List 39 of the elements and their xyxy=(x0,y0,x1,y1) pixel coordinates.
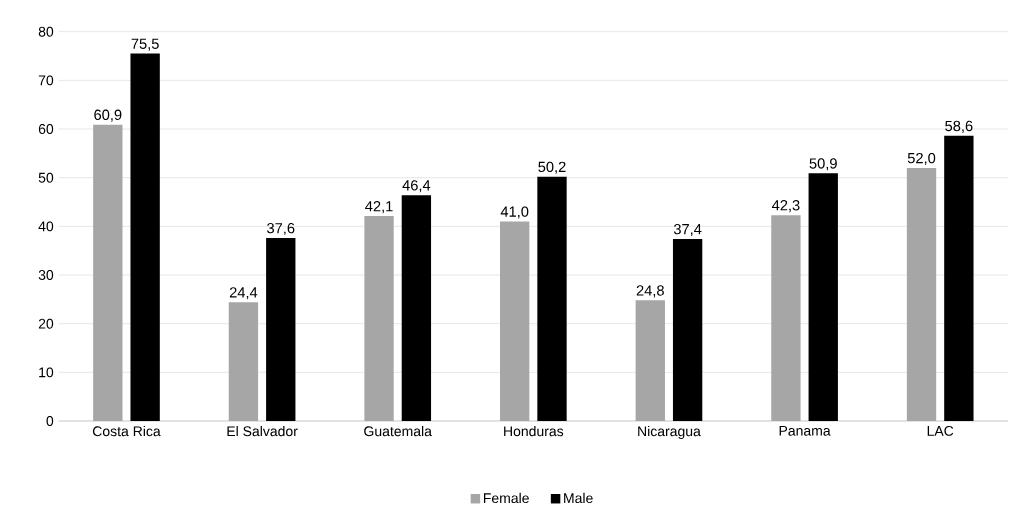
bar xyxy=(266,238,296,421)
x-tick-label: LAC xyxy=(927,425,954,436)
y-tick-label: 80 xyxy=(38,26,54,37)
data-label: 60,9 xyxy=(94,109,122,122)
data-label: 46,4 xyxy=(402,180,431,193)
y-tick-label: 10 xyxy=(39,367,54,378)
data-label: 37,6 xyxy=(267,222,295,236)
data-label: 75,5 xyxy=(131,38,159,51)
x-tick-label: Honduras xyxy=(504,425,564,437)
data-label: 42,3 xyxy=(771,200,800,213)
bar xyxy=(944,135,974,421)
x-tick-label: Nicaragua xyxy=(638,425,701,439)
y-tick-label: 70 xyxy=(38,75,54,86)
data-label: 37,4 xyxy=(673,223,702,237)
y-tick-label: 40 xyxy=(38,221,54,232)
bar xyxy=(808,173,838,421)
x-tick-label: Guatemala xyxy=(364,425,432,437)
legend-label: Female xyxy=(483,492,529,504)
bar xyxy=(130,53,160,421)
legend-label: Male xyxy=(564,492,593,504)
y-tick-label: 50 xyxy=(38,172,54,183)
bar xyxy=(672,238,703,421)
data-label: 41,0 xyxy=(500,206,529,219)
data-label: 52,0 xyxy=(907,152,936,166)
x-tick-label: Costa Rica xyxy=(92,425,161,437)
data-label: 58,6 xyxy=(945,120,973,133)
y-tick-label: 30 xyxy=(38,270,54,280)
y-tick-label: 0 xyxy=(46,416,54,426)
y-tick-label: 60 xyxy=(38,124,54,134)
bar xyxy=(537,176,567,421)
x-tick-label: El Salvador xyxy=(227,425,298,437)
bar xyxy=(401,195,432,421)
data-label: 42,1 xyxy=(365,201,393,214)
data-label: 50,2 xyxy=(538,161,566,174)
data-label: 24,8 xyxy=(636,285,664,298)
y-tick-label: 20 xyxy=(38,318,54,329)
x-tick-label: Panama xyxy=(779,425,831,436)
data-label: 50,9 xyxy=(809,158,837,171)
data-label: 24,4 xyxy=(229,287,258,300)
